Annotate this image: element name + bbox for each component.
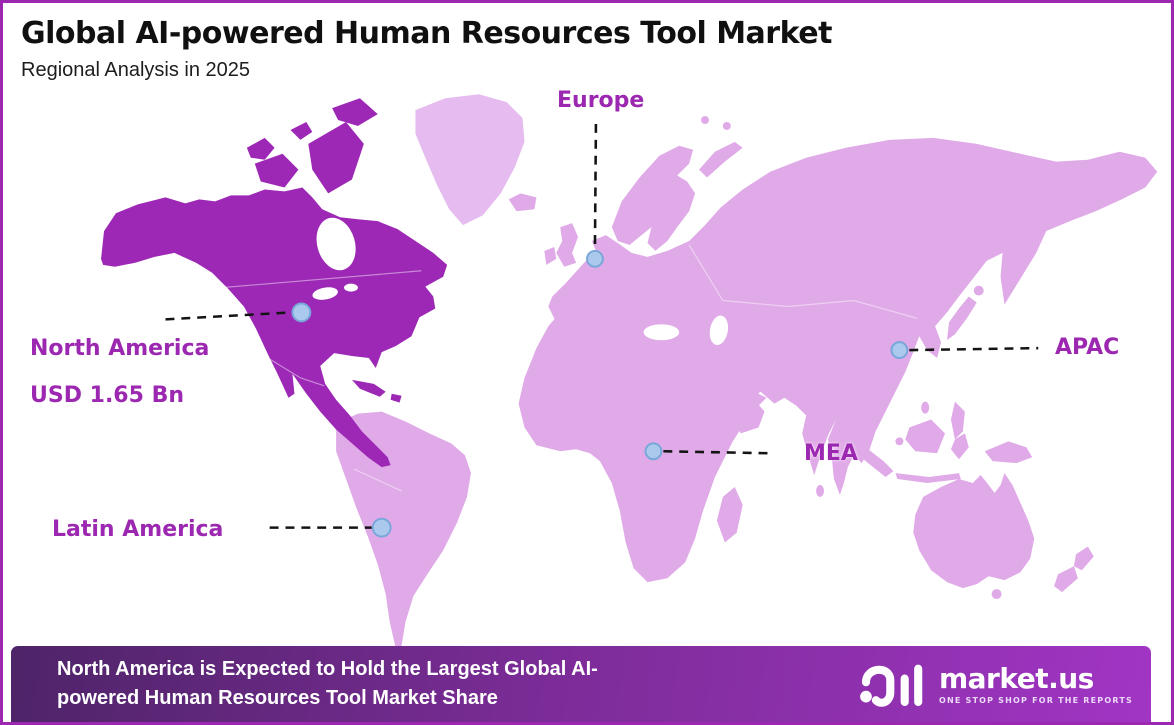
market-us-logo-icon xyxy=(860,664,923,707)
world-landmass xyxy=(336,94,1158,648)
inland-seas xyxy=(643,315,729,346)
leader-lines xyxy=(165,123,1039,529)
map-hainan xyxy=(895,437,904,446)
footer-note-line1: North America is Expected to Hold the La… xyxy=(57,658,598,680)
map-nz-south xyxy=(1054,566,1078,593)
map-north-america xyxy=(101,187,448,468)
footer-note: North America is Expected to Hold the La… xyxy=(11,655,857,713)
brand-text: market.us ONE STOP SHOP FOR THE REPORTS xyxy=(938,661,1133,705)
map-sulawesi xyxy=(950,433,969,460)
map-sri-lanka xyxy=(816,484,825,497)
brand-tagline: ONE STOP SHOP FOR THE REPORTS xyxy=(938,695,1133,705)
north-america-waters xyxy=(312,217,358,300)
country-borders xyxy=(210,244,918,492)
map-taiwan xyxy=(921,401,930,414)
map-ireland xyxy=(544,246,557,265)
map-eurasia xyxy=(548,137,1158,495)
map-australia xyxy=(913,473,1035,589)
footer-banner: North America is Expected to Hold the La… xyxy=(11,646,1151,722)
map-tasmania xyxy=(991,589,1002,600)
map-africa xyxy=(518,296,767,583)
map-madagascar xyxy=(716,486,743,543)
leader-line-apac xyxy=(909,346,1039,352)
leader-line-mea xyxy=(663,449,769,455)
map-south-america xyxy=(336,411,471,648)
europe-marker xyxy=(586,249,604,268)
map-hispaniola xyxy=(390,393,402,403)
apac-marker xyxy=(890,341,909,360)
north-america-region xyxy=(101,98,448,468)
map-java xyxy=(895,473,961,483)
header: Global AI-powered Human Resources Tool M… xyxy=(21,15,832,82)
map-nz-north xyxy=(1073,546,1094,571)
region-label-mea: MEA xyxy=(804,441,858,466)
map-japan xyxy=(946,296,977,341)
page-title: Global AI-powered Human Resources Tool M… xyxy=(21,16,832,51)
footer-note-line2: powered Human Resources Tool Market Shar… xyxy=(57,687,498,709)
brand-name: market.us xyxy=(938,661,1094,695)
page-subtitle: Regional Analysis in 2025 xyxy=(21,59,251,81)
region-label-north-america: North America xyxy=(30,336,210,361)
map-new-guinea xyxy=(984,441,1033,464)
world-map xyxy=(101,94,1158,648)
map-arctic-islands-ru xyxy=(699,141,743,178)
region-label-europe: Europe xyxy=(557,88,645,113)
map-philippines xyxy=(950,401,965,440)
leader-line-europe xyxy=(593,123,598,249)
map-sumatra xyxy=(847,435,894,478)
latin-america-marker xyxy=(371,517,392,538)
map-iceland xyxy=(508,193,537,212)
leader-line-north-america xyxy=(165,311,292,321)
map-borneo xyxy=(905,419,946,454)
map-cuba xyxy=(351,379,386,397)
map-hokkaido xyxy=(973,285,984,296)
north-america-value: USD 1.65 Bn xyxy=(30,383,184,408)
north-america-marker xyxy=(291,302,312,323)
map-scandinavia xyxy=(611,145,696,251)
map-greenland xyxy=(415,94,525,226)
map-uk xyxy=(556,223,579,267)
region-markers xyxy=(291,249,909,538)
region-label-apac: APAC xyxy=(1055,335,1120,360)
mea-marker xyxy=(644,442,663,461)
region-label-latin-america: Latin America xyxy=(52,517,224,542)
brand-logo: market.us ONE STOP SHOP FOR THE REPORTS xyxy=(857,657,1133,711)
